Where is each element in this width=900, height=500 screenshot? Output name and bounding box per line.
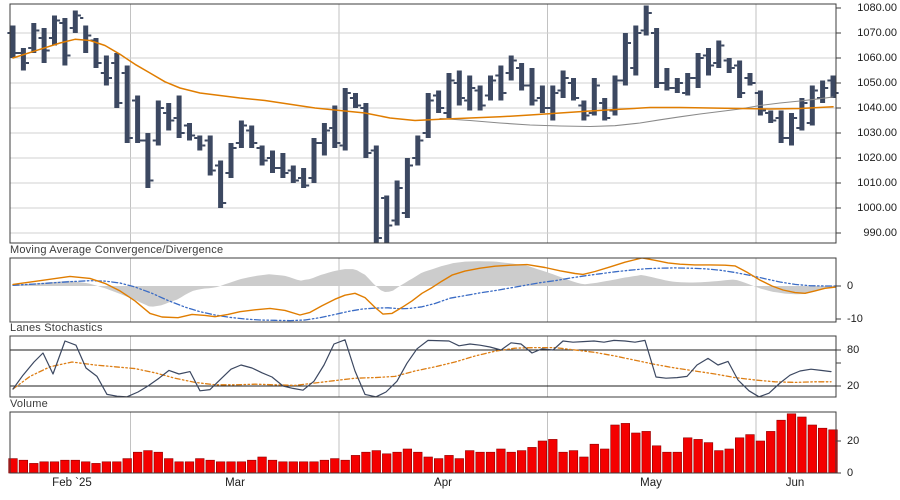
month-label: Feb `25 [52,477,92,489]
stochastics-axis-label: 20 [847,379,860,392]
price-axis-label: 1020.00 [857,151,897,164]
macd-panel-title: Moving Average Convergence/Divergence [10,244,224,256]
volume-axis-label: 0 [847,466,854,479]
stochastics-panel-title: Lanes Stochastics [10,322,103,334]
price-axis-label: 1000.00 [857,201,897,214]
macd-axis-label: 0 [847,279,854,292]
month-label: May [640,477,662,489]
month-label: Jun [785,477,805,489]
price-axis-label: 990.00 [863,226,897,239]
volume-panel-title: Volume [10,398,48,410]
price-axis-label: 1080.00 [857,1,897,14]
stochastics-axis-label: 80 [847,343,860,356]
price-axis-label: 1070.00 [857,26,897,39]
price-axis-label: 1030.00 [857,126,897,139]
price-axis-label: 1050.00 [857,76,897,89]
volume-axis-label: 20 [847,434,860,447]
price-axis-label: 1060.00 [857,51,897,64]
month-label: Mar [225,477,245,489]
price-axis-label: 1010.00 [857,176,897,189]
macd-axis-label: -10 [847,312,863,325]
month-label: Apr [434,477,452,489]
price-axis-label: 1040.00 [857,101,897,114]
